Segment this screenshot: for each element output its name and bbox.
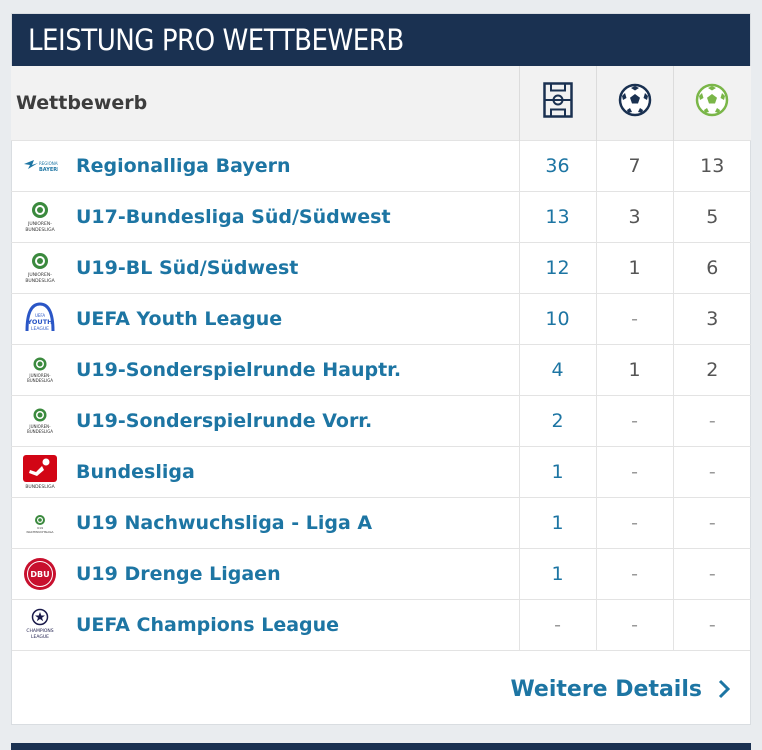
svg-text:JUNIOREN-: JUNIOREN- <box>28 424 51 429</box>
competition-link[interactable]: U19 Drenge Ligaen <box>76 562 281 585</box>
svg-text:UEFA: UEFA <box>35 313 45 318</box>
more-details-link[interactable]: Weitere Details <box>510 677 730 702</box>
appearances-column-header <box>518 66 596 140</box>
assists-value: 6 <box>672 242 751 293</box>
goals-value: - <box>595 599 673 650</box>
goals-value: - <box>595 446 673 497</box>
football-icon <box>618 84 651 117</box>
appearances-value[interactable]: 13 <box>518 191 596 242</box>
appearances-value[interactable]: 12 <box>518 242 596 293</box>
table-row: JUNIOREN- BUNDESLIGA U19-Sonderspielrund… <box>11 344 751 395</box>
competition-link[interactable]: U19 Nachwuchsliga - Liga A <box>76 511 373 534</box>
card-header: LEISTUNG PRO WETTBEWERB <box>12 14 750 66</box>
svg-text:LEAGUE: LEAGUE <box>31 326 49 332</box>
svg-text:JUNIOREN-: JUNIOREN- <box>27 272 52 278</box>
bundesliga-logo: BUNDESLIGA <box>22 454 58 490</box>
svg-text:BAYERN: BAYERN <box>39 167 58 173</box>
svg-text:JUNIOREN-: JUNIOREN- <box>28 373 51 378</box>
assists-value: 2 <box>672 344 751 395</box>
goals-column-header <box>595 66 673 140</box>
svg-text:REGIONALLIGA: REGIONALLIGA <box>39 161 58 166</box>
competition-link[interactable]: Regionalliga Bayern <box>76 154 291 177</box>
competition-link[interactable]: UEFA Champions League <box>76 613 340 636</box>
svg-text:U19: U19 <box>37 526 43 530</box>
competition-column-header: Wettbewerb <box>16 91 148 114</box>
goals-value: 7 <box>595 140 673 191</box>
chevron-right-icon <box>718 679 730 699</box>
assists-value: - <box>672 446 751 497</box>
table-row: DBU U19 Drenge Ligaen 1 - - <box>11 548 751 599</box>
pitch-icon <box>542 82 573 118</box>
assists-value: - <box>672 548 751 599</box>
table-row: JUNIOREN- BUNDESLIGA U19-Sonderspielrund… <box>11 395 751 446</box>
competition-link[interactable]: U17-Bundesliga Süd/Südwest <box>76 205 391 228</box>
junioren-bundesliga-logo: JUNIOREN- BUNDESLIGA <box>22 250 58 286</box>
more-details-label: Weitere Details <box>510 676 702 702</box>
goals-value: - <box>595 497 673 548</box>
goals-value: - <box>595 548 673 599</box>
svg-text:DBU: DBU <box>30 570 49 579</box>
performance-card: LEISTUNG PRO WETTBEWERB Wettbewerb <box>11 13 751 725</box>
assists-value: 5 <box>672 191 751 242</box>
competition-link[interactable]: U19-Sonderspielrunde Vorr. <box>76 409 373 432</box>
svg-text:BUNDESLIGA: BUNDESLIGA <box>25 278 55 284</box>
table-row: CHAMPIONS LEAGUE UEFA Champions League -… <box>11 599 751 650</box>
goal-football-icon <box>696 84 729 117</box>
competition-link[interactable]: U19-BL Süd/Südwest <box>76 256 299 279</box>
svg-text:BUNDESLIGA: BUNDESLIGA <box>27 429 53 434</box>
appearances-value[interactable]: 1 <box>518 446 596 497</box>
dbu-logo: DBU <box>22 556 58 592</box>
uefa-champions-league-logo: CHAMPIONS LEAGUE <box>22 607 58 643</box>
goals-value: 1 <box>595 242 673 293</box>
svg-text:BUNDESLIGA: BUNDESLIGA <box>25 227 55 233</box>
appearances-value: - <box>518 599 596 650</box>
assists-value: 3 <box>672 293 751 344</box>
junioren-bundesliga-logo: JUNIOREN- BUNDESLIGA <box>22 403 58 439</box>
svg-text:BUNDESLIGA: BUNDESLIGA <box>27 378 53 383</box>
table-row: U19 NACHWUCHSLIGA U19 Nachwuchsliga - Li… <box>11 497 751 548</box>
appearances-value[interactable]: 10 <box>518 293 596 344</box>
next-section-header <box>11 743 751 750</box>
goals-value: - <box>595 395 673 446</box>
appearances-value[interactable]: 4 <box>518 344 596 395</box>
table-row: REGIONALLIGA BAYERN Regionalliga Bayern … <box>11 140 751 191</box>
appearances-value[interactable]: 1 <box>518 497 596 548</box>
svg-text:LEAGUE: LEAGUE <box>31 634 49 640</box>
competition-link[interactable]: U19-Sonderspielrunde Hauptr. <box>76 358 402 381</box>
card-title: LEISTUNG PRO WETTBEWERB <box>28 23 404 57</box>
table-row: UEFA YOUTH LEAGUE UEFA Youth League 10 -… <box>11 293 751 344</box>
svg-text:YOUTH: YOUTH <box>26 318 52 326</box>
uefa-youth-league-logo: UEFA YOUTH LEAGUE <box>22 301 58 337</box>
svg-text:NACHWUCHSLIGA: NACHWUCHSLIGA <box>27 530 55 534</box>
assists-column-header <box>672 66 751 140</box>
assists-value: - <box>672 599 751 650</box>
table-row: JUNIOREN- BUNDESLIGA U19-BL Süd/Südwest … <box>11 242 751 293</box>
svg-text:JUNIOREN-: JUNIOREN- <box>27 221 52 227</box>
junioren-bundesliga-logo: JUNIOREN- BUNDESLIGA <box>22 199 58 235</box>
table-row: BUNDESLIGA Bundesliga 1 - - <box>11 446 751 497</box>
competition-table: Wettbewerb <box>11 66 751 650</box>
goals-value: 3 <box>595 191 673 242</box>
table-header-row: Wettbewerb <box>11 66 751 140</box>
appearances-value[interactable]: 36 <box>518 140 596 191</box>
appearances-value[interactable]: 1 <box>518 548 596 599</box>
junioren-bundesliga-logo: JUNIOREN- BUNDESLIGA <box>22 352 58 388</box>
assists-value: - <box>672 395 751 446</box>
competition-link[interactable]: UEFA Youth League <box>76 307 283 330</box>
svg-text:BUNDESLIGA: BUNDESLIGA <box>25 484 55 490</box>
assists-value: 13 <box>672 140 751 191</box>
appearances-value[interactable]: 2 <box>518 395 596 446</box>
svg-text:CHAMPIONS: CHAMPIONS <box>26 628 53 634</box>
regionalliga-bayern-logo: REGIONALLIGA BAYERN <box>22 148 58 184</box>
card-footer: Weitere Details <box>12 650 750 727</box>
goals-value: - <box>595 293 673 344</box>
assists-value: - <box>672 497 751 548</box>
table-row: JUNIOREN- BUNDESLIGA U17-Bundesliga Süd/… <box>11 191 751 242</box>
goals-value: 1 <box>595 344 673 395</box>
competition-link[interactable]: Bundesliga <box>76 460 195 483</box>
dfb-nachwuchsliga-logo: U19 NACHWUCHSLIGA <box>22 505 58 541</box>
